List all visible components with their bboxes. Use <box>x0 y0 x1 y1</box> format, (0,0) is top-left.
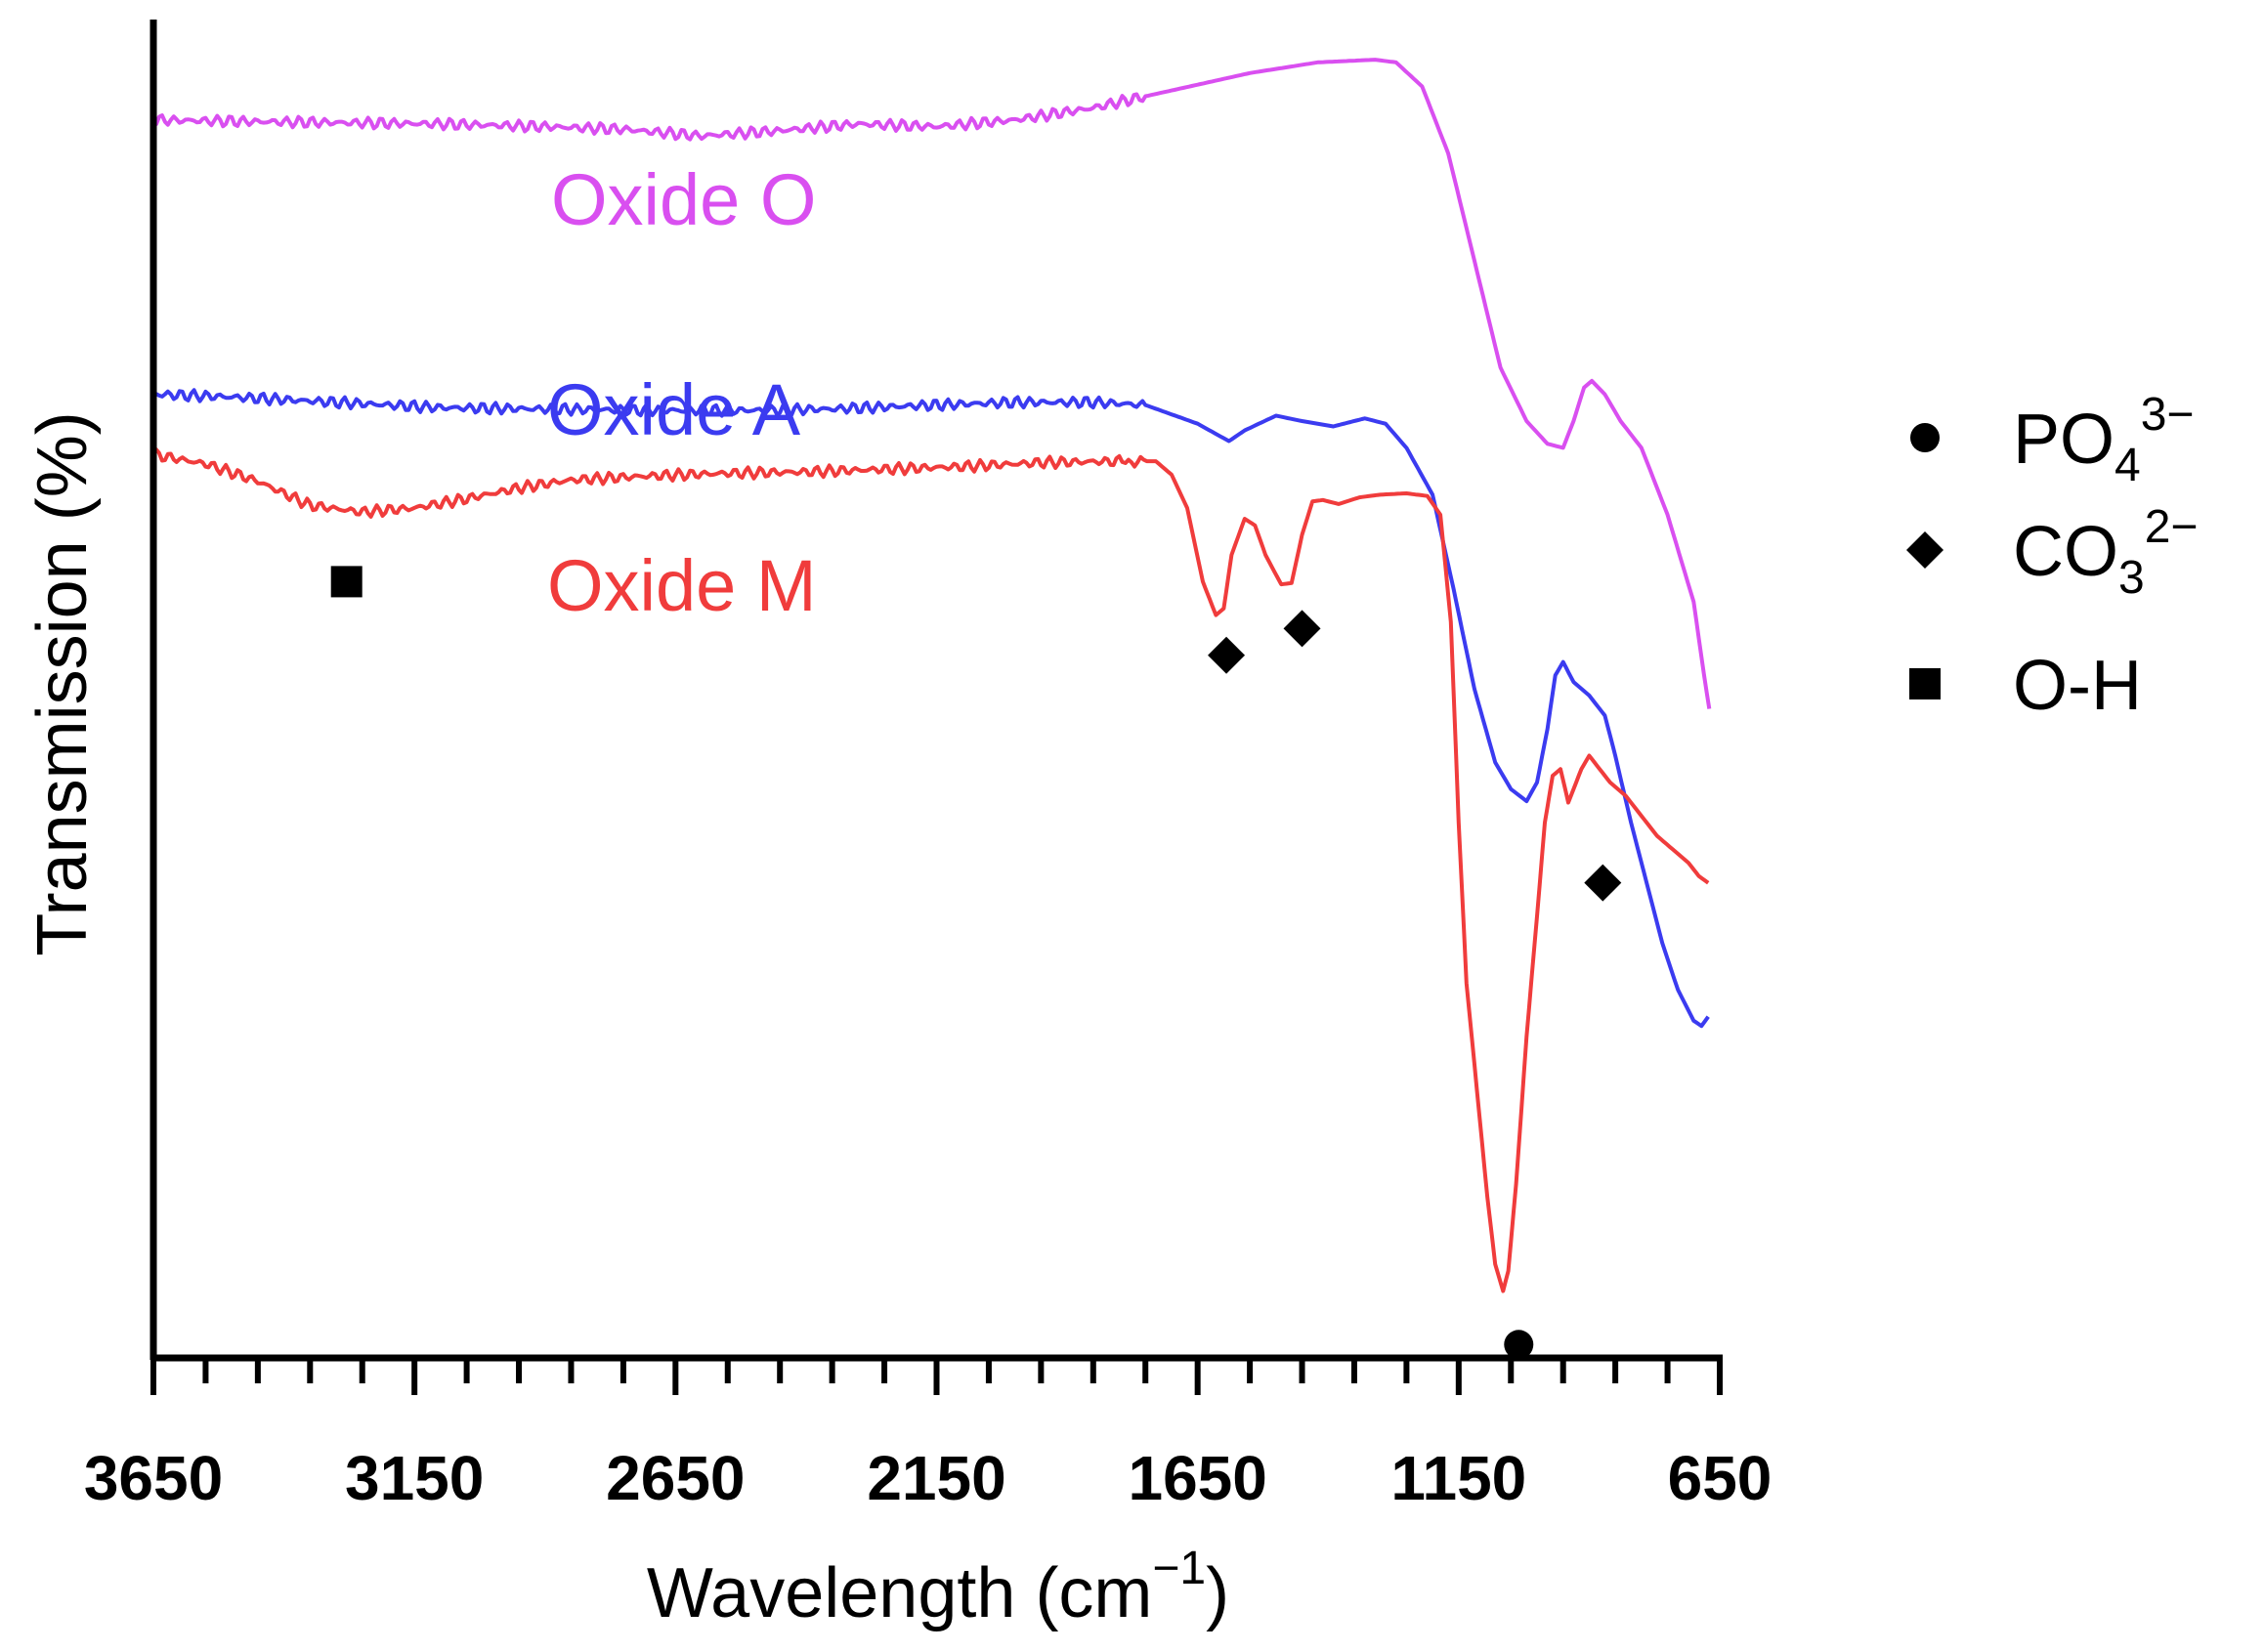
legend-label-main: CO <box>2013 513 2118 591</box>
series-line-oxide-o <box>152 58 1712 709</box>
x-tick-label-2650: 2650 <box>606 1443 745 1513</box>
legend-marker-square <box>1909 668 1941 699</box>
x-tick-label-650: 650 <box>1668 1443 1773 1513</box>
legend-label-main: O-H <box>2013 647 2142 725</box>
x-tick-label-2150: 2150 <box>867 1443 1005 1513</box>
series-label-2: Oxide A <box>547 369 801 450</box>
x-axis-title-tail: ) <box>1206 1554 1229 1632</box>
peak-marker-diamond-3 <box>1283 610 1321 648</box>
legend-label-subscript: 4 <box>2114 440 2141 491</box>
legend-label-3: O-H <box>2013 647 2142 725</box>
x-axis-title-sup: −1 <box>1152 1543 1206 1594</box>
legend-label-superscript: 3− <box>2141 389 2195 441</box>
series-label-1: Oxide O <box>551 159 816 240</box>
legend-label-main: PO <box>2013 401 2114 479</box>
x-tick-label-1650: 1650 <box>1128 1443 1266 1513</box>
legend-label-subscript: 3 <box>2118 552 2145 604</box>
plot-area: Oxide O Oxide A Oxide M <box>151 58 1712 1360</box>
legend-marker-diamond <box>1906 531 1944 569</box>
peak-marker-circle-5 <box>1504 1330 1534 1360</box>
x-tick-label-3650: 3650 <box>84 1443 223 1513</box>
x-axis-title: Wavelength (cm−1) <box>647 1543 1229 1632</box>
x-tick-label-3150: 3150 <box>345 1443 484 1513</box>
legend-marker-circle <box>1910 423 1940 452</box>
legend: PO43−CO32−O-H <box>1906 389 2198 725</box>
peak-marker-diamond-4 <box>1584 864 1622 902</box>
x-axis-title-main: Wavelength (cm <box>647 1554 1153 1632</box>
legend-label-2: CO32− <box>2013 501 2198 604</box>
y-axis-title: Transmission (%) <box>23 411 102 955</box>
legend-label-1: PO43− <box>2013 389 2194 491</box>
series-line-oxide-a <box>152 388 1710 1029</box>
peak-marker-square-1 <box>330 566 363 598</box>
peak-marker-diamond-2 <box>1208 636 1246 674</box>
series-line-oxide-m <box>151 447 1710 1293</box>
x-tick-label-1150: 1150 <box>1390 1443 1526 1513</box>
axes: 3650 3150 2650 2150 1650 1150 650 <box>84 20 1773 1513</box>
series-label-3: Oxide M <box>547 545 817 626</box>
legend-label-superscript: 2− <box>2145 501 2199 553</box>
